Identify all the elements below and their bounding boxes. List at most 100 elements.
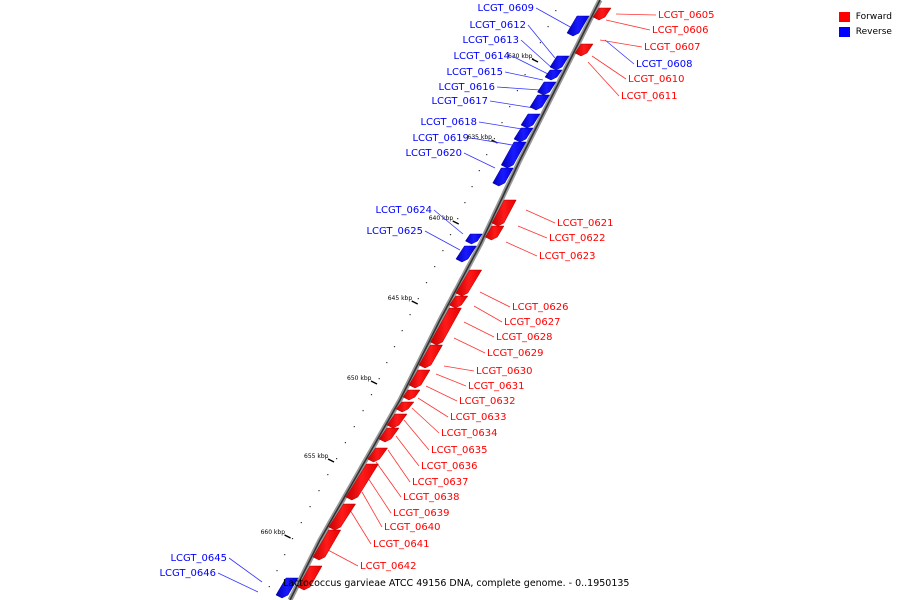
leader-line	[375, 461, 402, 498]
leader-line	[479, 291, 511, 308]
leader-line	[228, 557, 263, 583]
gene-label[interactable]: LCGT_0620	[405, 148, 462, 159]
gene-arrow-0617[interactable]	[529, 94, 550, 111]
map-caption: Lactococcus garvieae ATCC 49156 DNA, com…	[283, 578, 630, 589]
gene-label[interactable]: LCGT_0633	[450, 412, 507, 423]
gene-label[interactable]: LCGT_0617	[431, 96, 488, 107]
gene-arrow-0632[interactable]	[402, 389, 421, 401]
gene-arrow-0636[interactable]	[367, 447, 389, 463]
tick-label: 640 kbp	[429, 215, 454, 222]
backbone	[289, 0, 601, 600]
gene-arrow-0618[interactable]	[520, 113, 541, 129]
gene-arrow-0635[interactable]	[378, 427, 400, 443]
gene-label[interactable]: LCGT_0613	[462, 35, 519, 46]
gene-arrow-0612[interactable]	[566, 15, 590, 37]
leader-line	[349, 509, 372, 545]
gene-arrow-0619[interactable]	[513, 127, 534, 143]
leader-line	[387, 449, 411, 483]
gene-label[interactable]: LCGT_0642	[360, 561, 417, 572]
major-tick	[370, 380, 378, 385]
gene-label[interactable]: LCGT_0614	[453, 51, 510, 62]
gene-label[interactable]: LCGT_0630	[476, 366, 533, 377]
tick-dot	[268, 586, 270, 588]
gene-label[interactable]: LCGT_0640	[384, 522, 441, 533]
tick-dot	[434, 266, 436, 268]
leader-line	[463, 152, 496, 169]
gene-arrow-0621[interactable]	[491, 199, 517, 227]
gene-label[interactable]: LCGT_0619	[412, 133, 469, 144]
gene-arrow-0633[interactable]	[395, 401, 415, 413]
gene-arrow-0641[interactable]	[312, 529, 342, 561]
gene-arrow-0606[interactable]	[592, 7, 612, 21]
gene-arrow-0624[interactable]	[465, 233, 483, 245]
gene-label[interactable]: LCGT_0629	[487, 348, 544, 359]
leader-line	[527, 24, 556, 59]
gene-label[interactable]: LCGT_0623	[539, 251, 596, 262]
gene-label[interactable]: LCGT_0610	[628, 74, 685, 85]
gene-arrow-0640[interactable]	[328, 503, 357, 531]
gene-arrow-0629[interactable]	[418, 344, 443, 369]
leader-line	[425, 385, 458, 402]
gene-arrow-0625[interactable]	[455, 245, 477, 263]
gene-label[interactable]: LCGT_0622	[549, 233, 606, 244]
gene-label[interactable]: LCGT_0639	[393, 508, 450, 519]
tick-dot	[464, 202, 466, 204]
gene-arrow-0642[interactable]	[297, 565, 323, 591]
gene-arrow-0620b[interactable]	[492, 167, 514, 187]
leader-line	[489, 100, 535, 109]
gene-label[interactable]: LCGT_0611	[621, 91, 678, 102]
gene-arrow-0628[interactable]	[430, 307, 462, 346]
gene-label[interactable]: LCGT_0631	[468, 381, 525, 392]
gene-arrow-0615[interactable]	[544, 69, 563, 81]
gene-label[interactable]: LCGT_0645	[170, 553, 227, 564]
gene-label[interactable]: LCGT_0626	[512, 302, 569, 313]
leader-line	[605, 19, 651, 31]
gene-label[interactable]: LCGT_0637	[412, 477, 469, 488]
gene-arrow-0638[interactable]	[345, 463, 379, 501]
gene-label[interactable]: LCGT_0635	[431, 445, 488, 456]
gene-label[interactable]: LCGT_0608	[636, 59, 693, 70]
gene-arrow-0631[interactable]	[408, 369, 431, 389]
major-tick	[411, 300, 419, 305]
gene-label[interactable]: LCGT_0615	[446, 67, 503, 78]
leader-line	[435, 373, 467, 387]
gene-label[interactable]: LCGT_0618	[420, 117, 477, 128]
gene-label[interactable]: LCGT_0627	[504, 317, 561, 328]
leader-line	[587, 61, 620, 97]
leader-line	[504, 71, 544, 81]
gene-arrow-0614[interactable]	[549, 55, 570, 71]
gene-arrow-0646[interactable]	[275, 577, 299, 599]
tick-dot	[555, 10, 557, 12]
gene-label[interactable]: LCGT_0641	[373, 539, 430, 550]
gene-label[interactable]: LCGT_0612	[469, 20, 526, 31]
tick-dot	[471, 186, 473, 188]
gene-label[interactable]: LCGT_0624	[375, 205, 432, 216]
gene-arrow-0616[interactable]	[537, 81, 557, 96]
gene-arrow-0627[interactable]	[449, 295, 469, 309]
gene-arrow-0607[interactable]	[574, 43, 594, 57]
leader-line	[217, 572, 259, 593]
tick-dot	[425, 282, 428, 284]
leader-line	[520, 39, 553, 69]
gene-arrow-0626[interactable]	[455, 269, 483, 297]
leader-line	[417, 397, 449, 418]
gene-label[interactable]: LCGT_0632	[459, 396, 516, 407]
gene-label[interactable]: LCGT_0638	[403, 492, 460, 503]
gene-label[interactable]: LCGT_0646	[159, 568, 216, 579]
leader-line	[453, 337, 486, 354]
gene-label[interactable]: LCGT_0606	[652, 25, 709, 36]
gene-label[interactable]: LCGT_0607	[644, 42, 701, 53]
gene-label[interactable]: LCGT_0625	[366, 226, 423, 237]
gene-label[interactable]: LCGT_0616	[438, 82, 495, 93]
gene-label[interactable]: LCGT_0628	[496, 332, 553, 343]
gene-label[interactable]: LCGT_0634	[441, 428, 498, 439]
gene-arrow-0634[interactable]	[386, 413, 408, 429]
gene-arrow-0620[interactable]	[500, 141, 527, 169]
gene-label[interactable]: LCGT_0605	[658, 10, 715, 21]
gene-label[interactable]: LCGT_0609	[477, 3, 534, 14]
major-tick	[327, 458, 335, 463]
legend-item-reverse: Reverse	[838, 24, 892, 39]
gene-label[interactable]: LCGT_0636	[421, 461, 478, 472]
gene-arrow-0622[interactable]	[484, 225, 505, 241]
gene-label[interactable]: LCGT_0621	[557, 218, 614, 229]
